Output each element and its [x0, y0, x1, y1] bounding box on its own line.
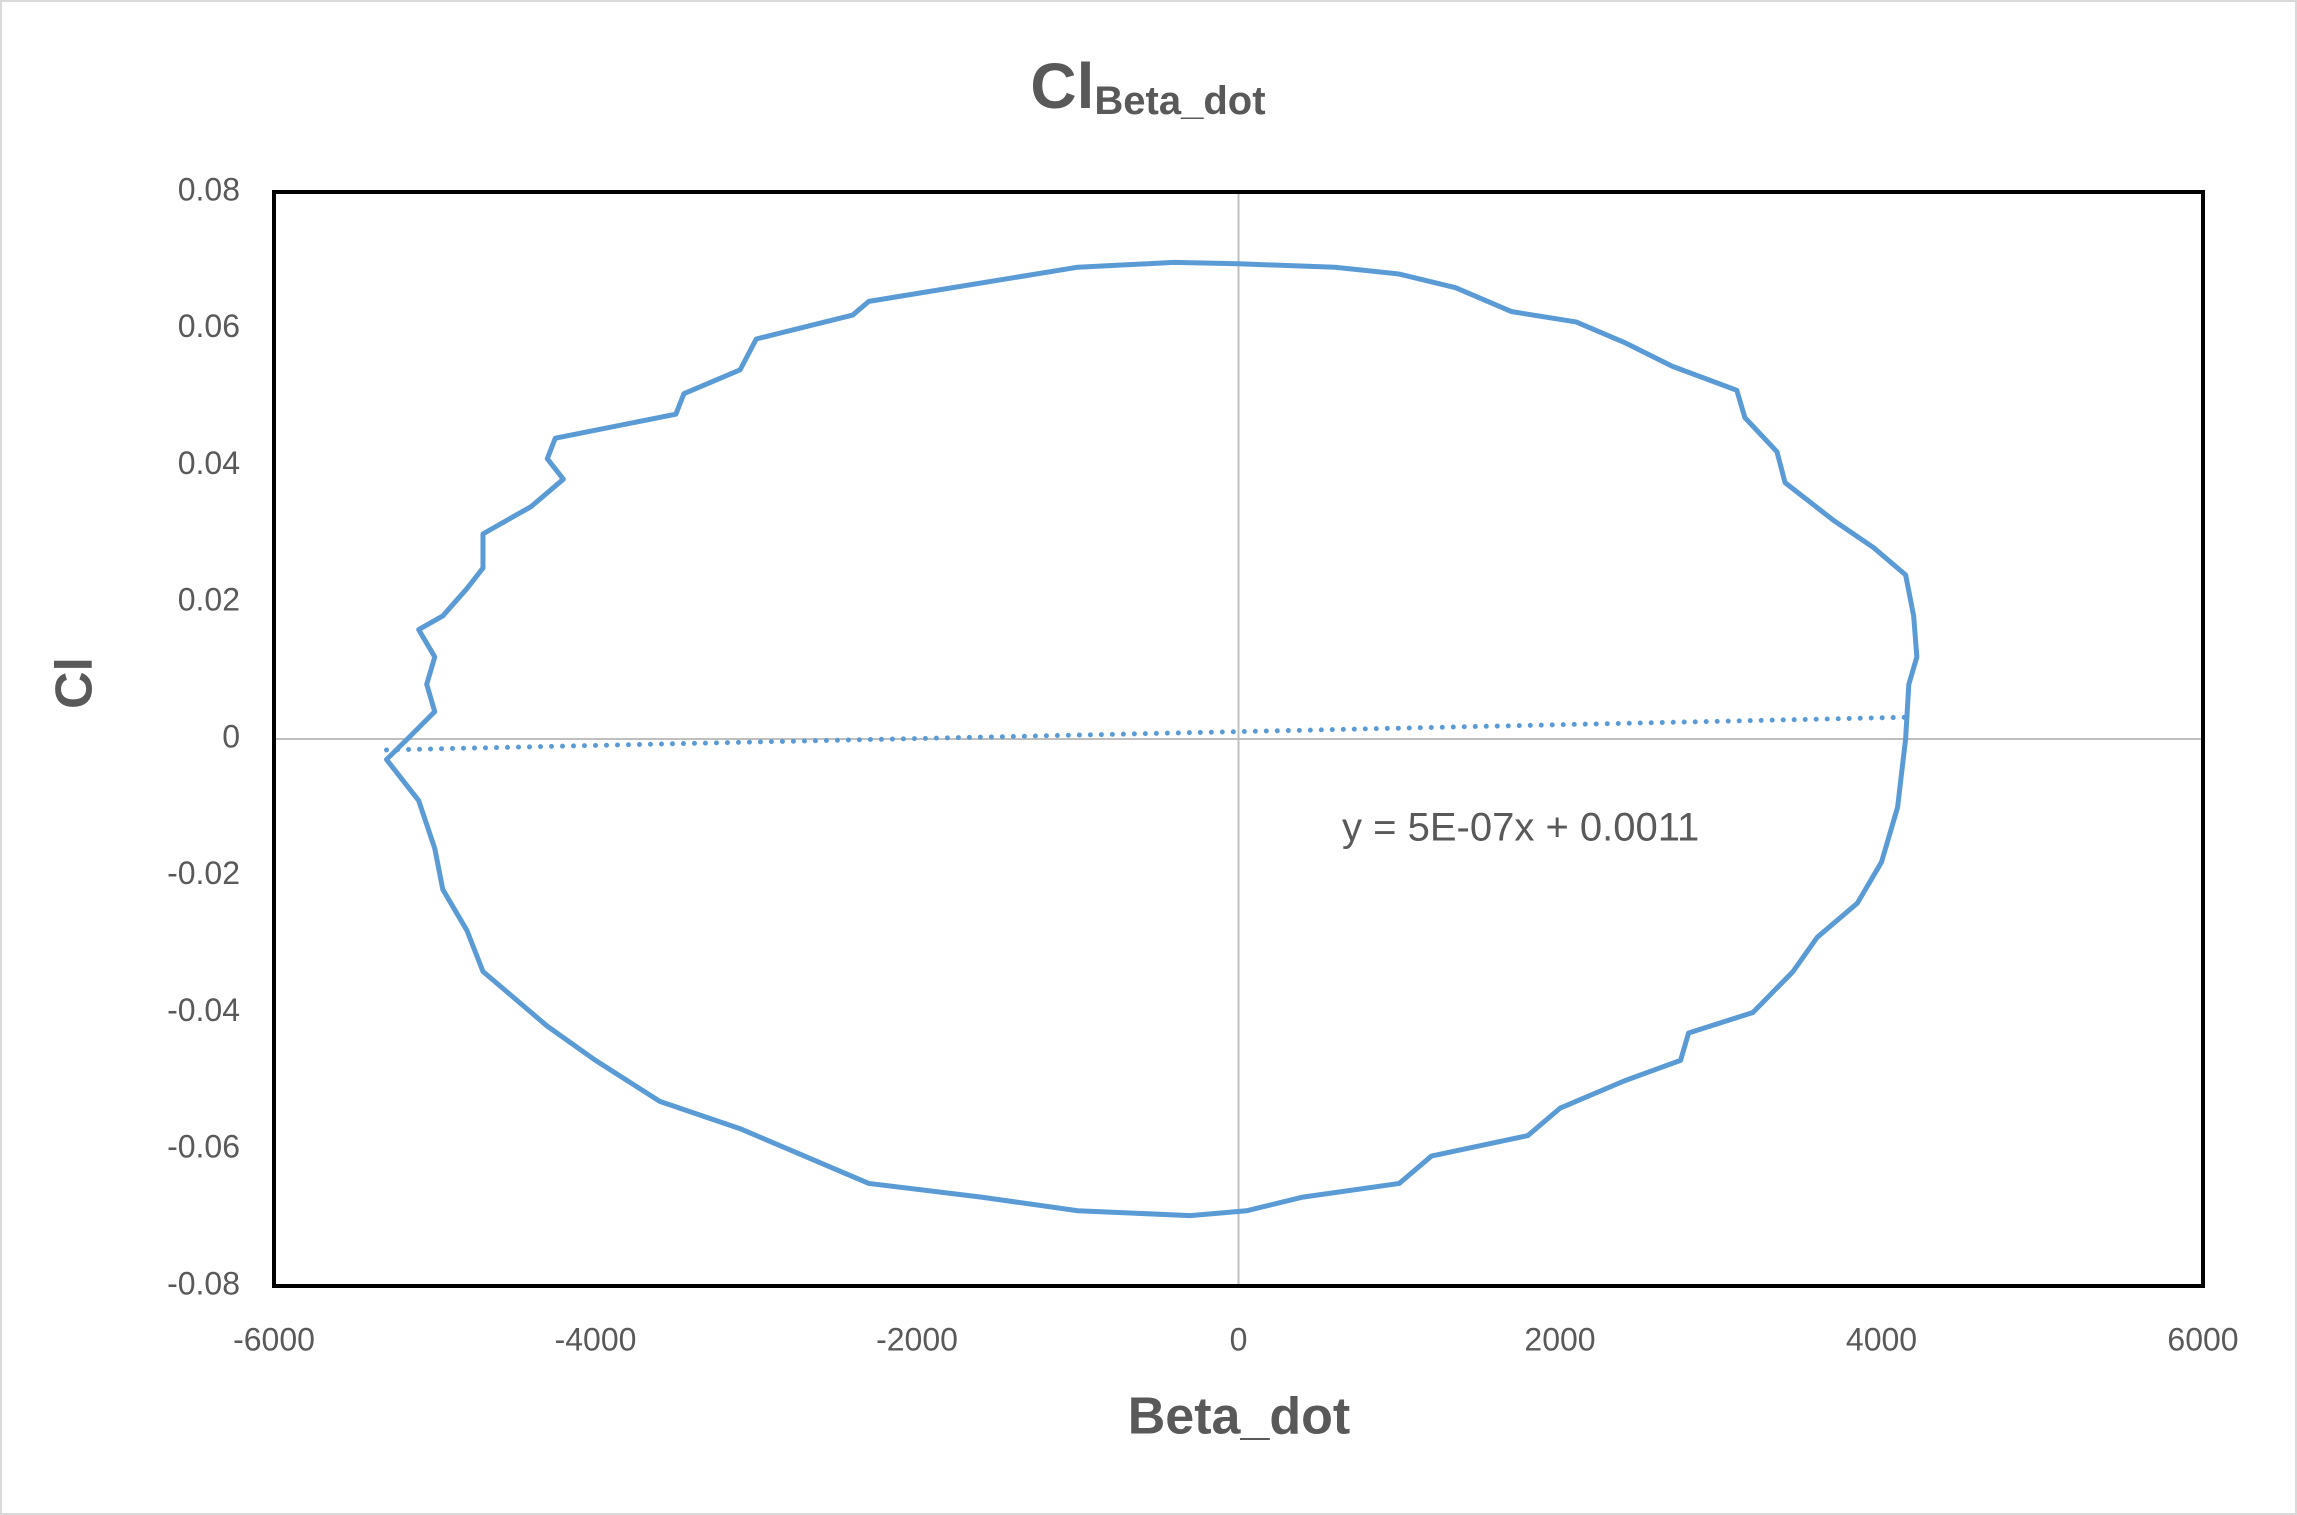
- y-tick-label: -0.04: [167, 992, 240, 1028]
- x-tick-label: 4000: [1846, 1321, 1917, 1357]
- trendline-equation: y = 5E-07x + 0.0011: [1342, 806, 1699, 850]
- y-tick-label: -0.08: [167, 1265, 240, 1301]
- y-tick-label: 0.06: [178, 308, 240, 344]
- x-tick-label: -6000: [233, 1321, 315, 1357]
- plot-area: [272, 190, 2205, 1288]
- title-main: Cl: [1030, 50, 1094, 122]
- y-tick-label: 0.02: [178, 582, 240, 618]
- y-tick-label: 0: [222, 718, 240, 754]
- title-subscript: Beta_dot: [1094, 79, 1265, 123]
- x-tick-label: 2000: [1524, 1321, 1595, 1357]
- x-tick-label: 6000: [2167, 1321, 2238, 1357]
- y-axis-label: Cl: [46, 657, 104, 709]
- data-line: [384, 259, 1920, 1219]
- y-tick-label: 0.04: [178, 445, 240, 481]
- x-tick-label: 0: [1230, 1321, 1248, 1357]
- x-tick-label: -2000: [876, 1321, 958, 1357]
- y-tick-label: -0.06: [167, 1129, 240, 1165]
- x-tick-label: -4000: [555, 1321, 637, 1357]
- y-tick-label: 0.08: [178, 171, 240, 207]
- trendline: [384, 714, 1917, 753]
- x-axis-label: Beta_dot: [1128, 1388, 1350, 1446]
- y-tick-label: -0.02: [167, 855, 240, 891]
- chart-title: ClBeta_dot: [1030, 50, 1265, 123]
